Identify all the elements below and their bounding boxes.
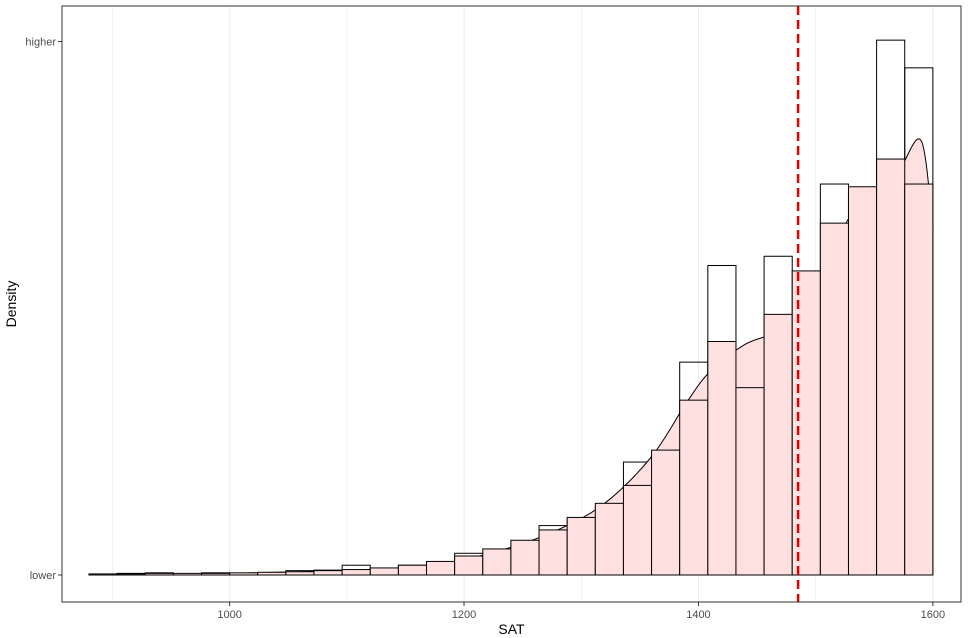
histogram-filled-bars <box>88 158 934 576</box>
x-tick-label: 1600 <box>921 609 945 621</box>
histogram-bar-filled <box>622 484 653 576</box>
histogram-bar-filled <box>313 570 343 576</box>
histogram-bar-filled <box>876 158 906 576</box>
histogram-bar-filled <box>257 571 287 576</box>
y-axis-ticks: lower higher <box>25 37 62 582</box>
histogram-bar-filled <box>369 567 399 576</box>
histogram-bar-filled <box>791 270 821 576</box>
histogram-bar-filled <box>847 186 878 576</box>
histogram-bar-filled <box>454 555 484 576</box>
histogram-bar-filled <box>904 183 934 576</box>
histogram-bar-filled <box>566 516 596 576</box>
x-axis-ticks: 1000 1200 1400 1600 <box>217 602 945 621</box>
y-axis-title: Density <box>3 281 19 328</box>
histogram-bar-filled <box>285 571 315 576</box>
gridlines <box>112 6 934 602</box>
x-tick-label: 1200 <box>452 609 476 621</box>
plot-panel-border <box>61 5 962 603</box>
histogram-bar-filled <box>144 572 174 576</box>
histogram-bar-filled <box>594 502 624 576</box>
x-axis-title: SAT <box>498 621 525 637</box>
histogram-bar-filled <box>679 399 709 576</box>
histogram-bar-filled <box>88 573 118 576</box>
histogram-bar-filled <box>172 572 202 576</box>
histogram-bar-filled <box>651 449 681 576</box>
histogram-bar-filled <box>707 341 737 576</box>
histogram-bar-filled <box>229 572 259 576</box>
histogram-bar-filled <box>538 529 568 576</box>
x-tick-label: 1000 <box>217 609 241 621</box>
histogram-bar-filled <box>200 572 231 576</box>
histogram-bar-filled <box>482 548 512 576</box>
y-tick-label: higher <box>25 37 56 49</box>
histogram-bar-filled <box>116 573 146 576</box>
histogram-bar-filled <box>341 569 371 576</box>
histogram-bar-filled <box>510 539 540 576</box>
histogram-bar-filled <box>819 222 849 576</box>
y-tick-label: lower <box>30 570 57 582</box>
histogram-bar-filled <box>763 313 793 576</box>
histogram-bar-filled <box>735 387 765 576</box>
histogram-bar-filled <box>426 560 456 576</box>
x-tick-label: 1400 <box>686 609 710 621</box>
histogram-bar-filled <box>397 564 428 576</box>
